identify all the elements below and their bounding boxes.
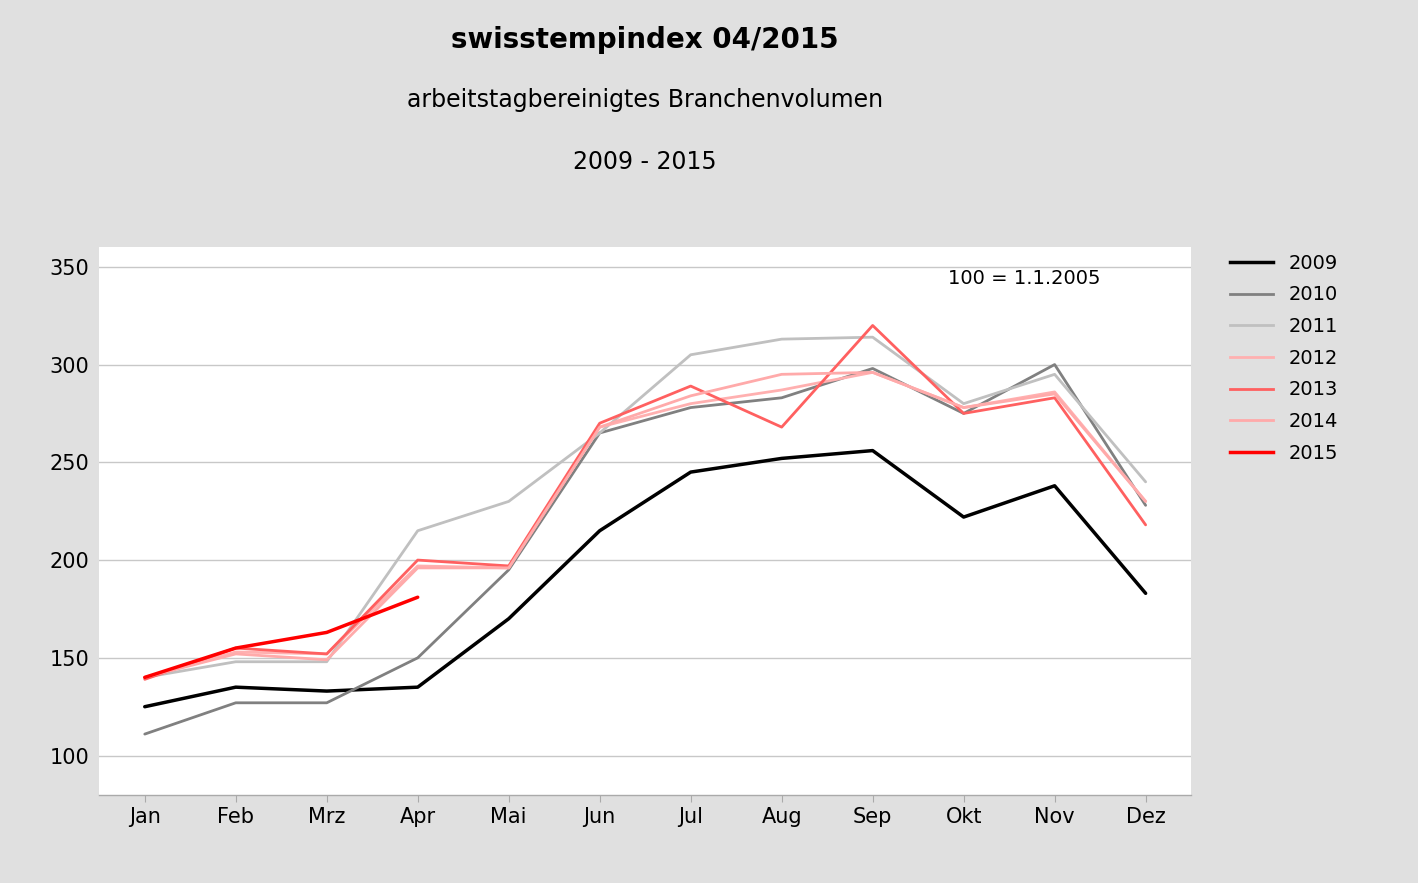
2012 (1046, 387, 1064, 397)
2011 (591, 427, 608, 438)
2009 (773, 453, 790, 464)
2009 (864, 445, 881, 456)
2013 (1137, 519, 1154, 530)
2014 (864, 367, 881, 378)
2009 (318, 686, 335, 697)
2014 (410, 562, 427, 573)
2009 (501, 614, 518, 624)
Line: 2013: 2013 (145, 326, 1146, 679)
2011 (501, 496, 518, 507)
2011 (410, 525, 427, 536)
2009 (956, 512, 973, 523)
2015 (136, 672, 153, 683)
2012 (591, 422, 608, 433)
2011 (956, 398, 973, 409)
2010 (501, 564, 518, 575)
2011 (682, 350, 699, 360)
2012 (136, 672, 153, 683)
2014 (318, 654, 335, 665)
2015 (318, 627, 335, 638)
2015 (227, 643, 244, 653)
2010 (136, 728, 153, 739)
2013 (136, 674, 153, 684)
2010 (864, 363, 881, 374)
2013 (682, 381, 699, 391)
2014 (1137, 496, 1154, 507)
2010 (682, 403, 699, 413)
2014 (682, 390, 699, 401)
2010 (410, 653, 427, 663)
2010 (1137, 500, 1154, 510)
2010 (773, 392, 790, 403)
2011 (318, 656, 335, 667)
2013 (410, 555, 427, 565)
2013 (318, 649, 335, 660)
2010 (227, 698, 244, 708)
2012 (227, 646, 244, 657)
2015 (410, 592, 427, 602)
2012 (682, 398, 699, 409)
Line: 2015: 2015 (145, 597, 418, 677)
Line: 2009: 2009 (145, 450, 1146, 706)
2012 (410, 561, 427, 571)
2009 (136, 701, 153, 712)
Line: 2014: 2014 (145, 373, 1146, 677)
2011 (136, 672, 153, 683)
2012 (864, 367, 881, 378)
Line: 2012: 2012 (145, 373, 1146, 677)
2009 (591, 525, 608, 536)
2009 (1046, 480, 1064, 491)
2013 (501, 561, 518, 571)
Line: 2010: 2010 (145, 365, 1146, 734)
2011 (227, 656, 244, 667)
2014 (501, 562, 518, 573)
2011 (773, 334, 790, 344)
2012 (773, 385, 790, 396)
2013 (227, 643, 244, 653)
2014 (956, 403, 973, 413)
2009 (227, 682, 244, 692)
2014 (773, 369, 790, 380)
Line: 2011: 2011 (145, 337, 1146, 677)
2013 (864, 321, 881, 331)
2010 (318, 698, 335, 708)
2011 (864, 332, 881, 343)
2014 (591, 422, 608, 433)
Text: arbeitstagbereinigtes Branchenvolumen: arbeitstagbereinigtes Branchenvolumen (407, 88, 883, 112)
2010 (956, 408, 973, 419)
2013 (1046, 392, 1064, 403)
2011 (1137, 477, 1154, 487)
2013 (591, 418, 608, 428)
Legend: 2009, 2010, 2011, 2012, 2013, 2014, 2015: 2009, 2010, 2011, 2012, 2013, 2014, 2015 (1222, 246, 1346, 471)
Text: swisstempindex 04/2015: swisstempindex 04/2015 (451, 26, 839, 55)
2011 (1046, 369, 1064, 380)
2012 (318, 649, 335, 660)
2013 (773, 422, 790, 433)
2012 (1137, 496, 1154, 507)
2012 (956, 403, 973, 413)
2009 (1137, 588, 1154, 599)
2010 (591, 427, 608, 438)
Text: 2009 - 2015: 2009 - 2015 (573, 150, 718, 174)
2013 (956, 408, 973, 419)
2012 (501, 562, 518, 573)
2014 (227, 649, 244, 660)
2009 (410, 682, 427, 692)
2014 (136, 672, 153, 683)
2014 (1046, 389, 1064, 399)
2010 (1046, 359, 1064, 370)
2009 (682, 467, 699, 478)
Text: 100 = 1.1.2005: 100 = 1.1.2005 (947, 268, 1100, 288)
